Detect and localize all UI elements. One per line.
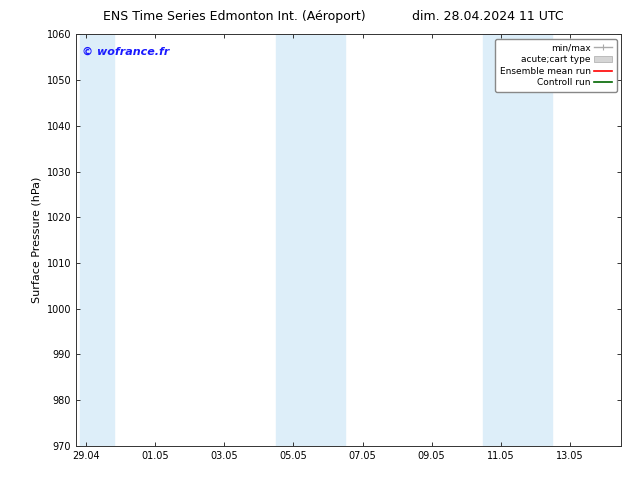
Bar [518, 34, 552, 446]
Text: ENS Time Series Edmonton Int. (Aéroport): ENS Time Series Edmonton Int. (Aéroport) [103, 10, 366, 23]
Bar [79, 34, 114, 446]
Legend: min/max, acute;cart type, Ensemble mean run, Controll run: min/max, acute;cart type, Ensemble mean … [495, 39, 617, 92]
Y-axis label: Surface Pressure (hPa): Surface Pressure (hPa) [31, 177, 41, 303]
Bar [483, 34, 518, 446]
Text: dim. 28.04.2024 11 UTC: dim. 28.04.2024 11 UTC [412, 10, 564, 23]
Bar [276, 34, 311, 446]
Text: © wofrance.fr: © wofrance.fr [82, 47, 169, 57]
Bar [311, 34, 346, 446]
